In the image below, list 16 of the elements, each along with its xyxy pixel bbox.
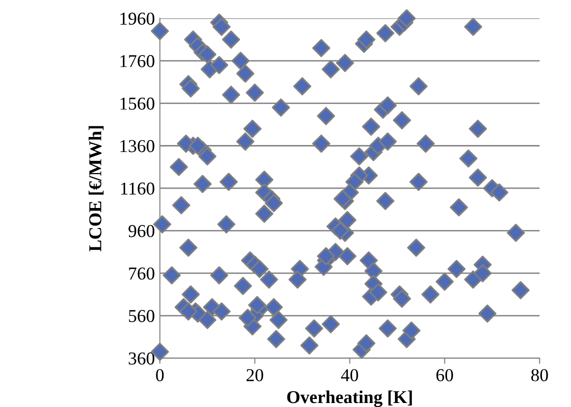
y-tick-label: 1560: [120, 98, 154, 110]
y-tick-label: 1760: [120, 55, 154, 68]
x-axis-title: Overheating [K]: [287, 390, 412, 407]
y-tick-label: 1360: [120, 140, 154, 152]
y-tick-label: 760: [129, 267, 154, 280]
y-tick-label: 1160: [121, 182, 154, 195]
x-tick-label: 0: [156, 369, 164, 382]
y-tick-label: 560: [128, 310, 154, 322]
y-tick-label: 960: [128, 224, 154, 238]
x-tick-label: 20: [246, 369, 264, 382]
x-tick-label: 60: [436, 369, 454, 382]
x-tick-label: 80: [531, 369, 548, 382]
x-tick-label: 40: [341, 369, 358, 382]
y-tick-label: 1960: [120, 12, 154, 25]
y-axis-title: LCOE [€/MWh]: [88, 126, 104, 252]
y-tick-label: 360: [128, 352, 154, 365]
